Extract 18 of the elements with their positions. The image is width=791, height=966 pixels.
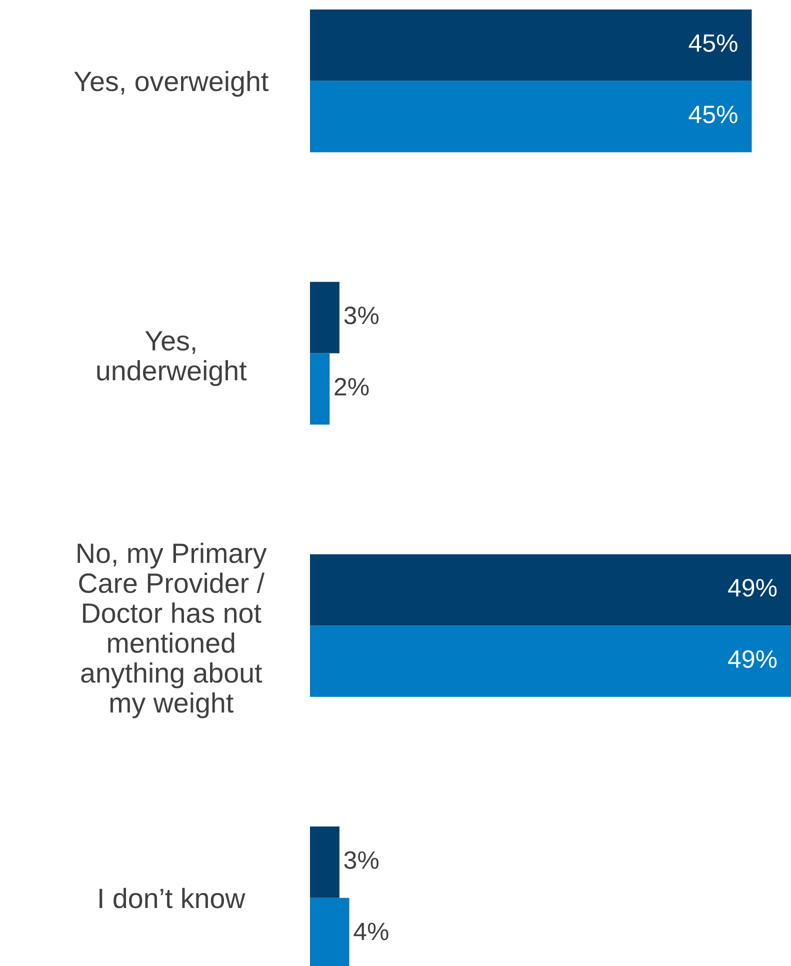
bar — [310, 10, 752, 81]
data-label: 45% — [688, 106, 738, 124]
y-tick-label: No, my Primary Care Provider / Doctor has not mentioned anything about my weight — [78, 542, 267, 718]
data-label: 3% — [344, 851, 379, 869]
y-tick-label: Yes, underweight — [97, 331, 247, 386]
data-label: 2% — [334, 378, 369, 396]
bar — [310, 626, 791, 697]
bar — [310, 554, 791, 626]
data-label: 49% — [728, 578, 777, 597]
data-label: 49% — [728, 650, 777, 668]
y-tick-label: I don’t know — [100, 888, 246, 908]
y-tick-label: Yes, overweight — [74, 70, 268, 97]
data-label: 45% — [688, 34, 738, 52]
bar — [310, 80, 752, 152]
data-label: 4% — [354, 922, 388, 940]
bar — [310, 282, 340, 354]
bar — [310, 353, 330, 425]
data-label: 3% — [344, 306, 379, 324]
